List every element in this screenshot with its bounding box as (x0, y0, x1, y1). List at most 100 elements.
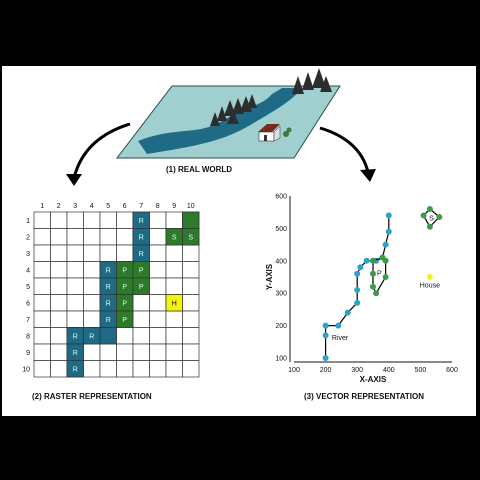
raster-cell (83, 277, 101, 295)
x-tick-label: 200 (320, 367, 332, 374)
river-vertex (382, 241, 389, 248)
raster-cell (50, 360, 68, 378)
raster-cell (50, 228, 68, 246)
raster-cell (66, 211, 84, 229)
raster-cell-label: R (106, 284, 111, 291)
raster-cell-label: S (188, 234, 193, 241)
house-point (426, 274, 433, 280)
x-axis-title: X-AXIS (360, 375, 387, 384)
raster-cell (116, 211, 134, 229)
raster-cell (83, 228, 101, 246)
raster-cell (116, 327, 134, 345)
raster-cell-site (182, 228, 200, 246)
raster-cell (149, 244, 167, 262)
raster-cell-park (132, 277, 150, 295)
raster-cell (50, 244, 68, 262)
tree-cluster-icon (210, 94, 257, 126)
raster-cell-label: P (122, 267, 127, 274)
raster-cell (50, 327, 68, 345)
river-vertex (354, 286, 361, 293)
raster-row-label: 3 (26, 251, 30, 258)
raster-cell (33, 327, 51, 345)
y-tick-label: 100 (275, 356, 287, 363)
raster-cell-label: R (106, 300, 111, 307)
raster-cell-label: R (73, 333, 78, 340)
raster-cell (149, 360, 167, 378)
raster-cell (83, 244, 101, 262)
raster-cell (33, 244, 51, 262)
raster-col-label: 8 (156, 203, 160, 210)
raster-col-label: 1 (40, 203, 44, 210)
raster-cell (165, 343, 183, 361)
raster-col-label: 7 (139, 203, 143, 210)
raster-cell-label: R (73, 350, 78, 357)
house-icon (258, 124, 292, 142)
raster-cell (132, 327, 150, 345)
raster-cell-label: H (172, 300, 177, 307)
raster-row-label: 5 (26, 284, 30, 291)
raster-cell (182, 360, 200, 378)
raster-cell (66, 294, 84, 312)
raster-row-label: 4 (26, 267, 30, 274)
raster-cell (83, 310, 101, 328)
site-vertex (420, 212, 427, 219)
river-vertex (322, 355, 329, 361)
raster-cell (99, 360, 117, 378)
raster-cell (116, 228, 134, 246)
river-label: River (332, 335, 349, 342)
raster-cell (165, 261, 183, 279)
park-vertex (370, 270, 376, 277)
raster-cell (182, 310, 200, 328)
raster-cell (149, 343, 167, 361)
raster-col-label: 2 (57, 203, 61, 210)
raster-cell (66, 277, 84, 295)
raster-cell (165, 244, 183, 262)
y-tick-label: 200 (275, 323, 287, 330)
raster-cell (66, 310, 84, 328)
raster-col-label: 9 (172, 203, 176, 210)
raster-cell (50, 261, 68, 279)
raster-cell (50, 277, 68, 295)
raster-cell (33, 360, 51, 378)
raster-cell (149, 261, 167, 279)
raster-cell (149, 277, 167, 295)
raster-cell (116, 244, 134, 262)
raster-cell (83, 261, 101, 279)
raster-cell (33, 277, 51, 295)
diagram-panel: (1) REAL WORLD 1 2 3 4 5 6 7 8 9 10 1 2 3 4 5 6 7 8 9 10 R R R… (2, 66, 476, 416)
raster-cell (99, 228, 117, 246)
raster-row-label: 6 (26, 300, 30, 307)
x-tick-label: 400 (383, 367, 395, 374)
raster-cell (99, 244, 117, 262)
raster-cell (83, 211, 101, 229)
raster-cell-park (116, 310, 134, 328)
raster-cell-label: P (139, 284, 144, 291)
park-vertex (370, 283, 376, 290)
raster-cell (182, 294, 200, 312)
raster-cell (165, 277, 183, 295)
raster-cell-label: P (139, 267, 144, 274)
raster-cell (66, 244, 84, 262)
raster-cell (132, 310, 150, 328)
site-vertex (426, 223, 433, 230)
river-vertex (385, 212, 392, 219)
raster-cell (149, 228, 167, 246)
raster-cell (83, 360, 101, 378)
y-axis-title: Y-AXIS (265, 263, 274, 290)
raster-cell (33, 310, 51, 328)
raster-col-label: 3 (73, 203, 77, 210)
river-vertex (385, 228, 392, 235)
river-vertex (363, 257, 370, 264)
raster-cell (182, 244, 200, 262)
raster-col-label: 10 (187, 203, 195, 210)
raster-cell (116, 360, 134, 378)
raster-cell-river (66, 360, 84, 378)
raster-cell (99, 211, 117, 229)
raster-row-label: 7 (26, 317, 30, 324)
raster-col-label: 4 (90, 203, 94, 210)
raster-cell-house (165, 294, 183, 312)
raster-row-label: 2 (26, 234, 30, 241)
raster-cell-label: R (106, 317, 111, 324)
raster-cell-label: S (172, 234, 177, 241)
site-vertex (426, 205, 433, 212)
